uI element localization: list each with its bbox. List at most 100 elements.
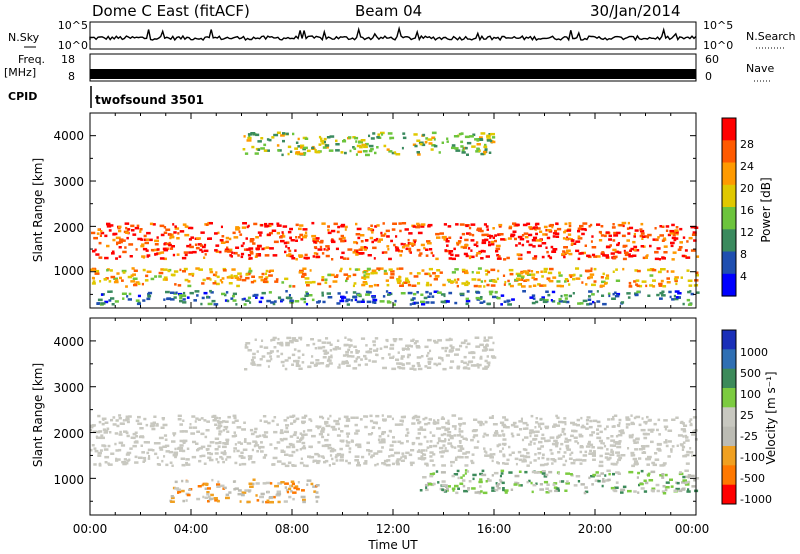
heatmap-cell: [288, 495, 292, 499]
heatmap-cell: [401, 146, 404, 150]
heatmap-cell: [464, 283, 469, 287]
heatmap-cell: [617, 223, 621, 227]
heatmap-cell: [325, 254, 330, 258]
heatmap-cell: [400, 415, 404, 419]
colorbar-swatch: [722, 484, 736, 505]
heatmap-cell: [448, 250, 454, 253]
heatmap-cell: [607, 478, 611, 482]
heatmap-cell: [347, 338, 352, 341]
heatmap-cell: [109, 431, 112, 434]
heatmap-cell: [319, 415, 323, 419]
heatmap-cell: [355, 140, 358, 143]
heatmap-cell: [391, 440, 397, 444]
heatmap-cell: [642, 256, 646, 260]
heatmap-cell: [239, 500, 242, 503]
heatmap-cell: [508, 445, 511, 449]
heatmap-cell: [328, 285, 332, 288]
heatmap-cell: [368, 285, 373, 288]
heatmap-cell: [328, 362, 333, 365]
heatmap-cell: [281, 281, 285, 284]
velocity-ytick-2000: 2000: [53, 427, 84, 441]
heatmap-cell: [454, 484, 459, 488]
heatmap-cell: [207, 452, 211, 455]
heatmap-cell: [466, 342, 471, 346]
heatmap-cell: [416, 450, 421, 453]
heatmap-cell: [169, 461, 173, 464]
heatmap-cell: [174, 487, 180, 490]
heatmap-cell: [575, 277, 581, 280]
heatmap-cell: [483, 145, 488, 149]
heatmap-cell: [425, 283, 430, 287]
heatmap-cell: [596, 436, 602, 440]
heatmap-cell: [233, 416, 237, 420]
heatmap-cell: [263, 346, 269, 349]
heatmap-cell: [622, 267, 625, 271]
heatmap-cell: [674, 290, 680, 293]
heatmap-cell: [182, 223, 187, 226]
heatmap-cell: [663, 441, 668, 444]
heatmap-cell: [124, 222, 130, 225]
heatmap-cell: [358, 443, 362, 446]
heatmap-cell: [596, 420, 601, 424]
heatmap-cell: [234, 252, 238, 255]
heatmap-cell: [295, 141, 299, 144]
heatmap-cell: [194, 243, 198, 246]
heatmap-cell: [216, 483, 221, 486]
heatmap-cell: [473, 446, 479, 449]
heatmap-cell: [442, 444, 446, 447]
heatmap-cell: [165, 278, 168, 281]
heatmap-cell: [456, 434, 461, 437]
heatmap-cell: [362, 281, 368, 284]
heatmap-cell: [541, 472, 546, 475]
heatmap-cell: [241, 278, 247, 282]
heatmap-cell: [479, 355, 483, 359]
heatmap-cell: [409, 367, 414, 370]
heatmap-cell: [288, 454, 294, 457]
heatmap-cell: [261, 339, 264, 342]
heatmap-cell: [289, 415, 295, 418]
heatmap-cell: [96, 436, 101, 439]
heatmap-cell: [537, 422, 540, 426]
heatmap-cell: [475, 150, 480, 153]
heatmap-cell: [649, 274, 654, 277]
heatmap-cell: [323, 248, 326, 251]
heatmap-cell: [103, 448, 109, 451]
heatmap-cell: [284, 367, 288, 371]
heatmap-cell: [553, 423, 557, 426]
heatmap-cell: [322, 146, 327, 149]
heatmap-cell: [633, 490, 637, 493]
heatmap-cell: [565, 472, 570, 475]
heatmap-cell: [561, 480, 565, 483]
heatmap-cell: [540, 298, 545, 301]
xtick-0000-start: 00:00: [73, 522, 108, 536]
heatmap-cell: [102, 428, 106, 431]
heatmap-cell: [459, 456, 464, 459]
heatmap-cell: [685, 453, 690, 457]
heatmap-cell: [153, 442, 158, 445]
heatmap-cell: [358, 248, 363, 251]
heatmap-cell: [401, 222, 407, 225]
heatmap-cell: [450, 280, 455, 283]
velocity-ylabel: Slant Range [km]: [31, 363, 45, 467]
heatmap-cell: [247, 136, 252, 140]
heatmap-cell: [435, 275, 440, 278]
heatmap-cell: [633, 245, 638, 249]
heatmap-cell: [287, 356, 291, 360]
heatmap-cell: [582, 299, 588, 303]
heatmap-cell: [450, 350, 453, 353]
heatmap-cell: [169, 235, 175, 239]
heatmap-cell: [395, 249, 400, 252]
heatmap-cell: [373, 301, 377, 304]
heatmap-cell: [391, 462, 395, 466]
heatmap-cell: [418, 141, 424, 144]
heatmap-cell: [390, 270, 395, 273]
heatmap-cell: [112, 233, 116, 236]
x-axis-label: Time UT: [367, 538, 418, 552]
heatmap-cell: [531, 490, 534, 494]
heatmap-cell: [401, 452, 405, 455]
heatmap-cell: [179, 268, 182, 272]
heatmap-cell: [464, 244, 469, 247]
heatmap-cell: [156, 252, 159, 255]
colorbar-swatch: [722, 388, 736, 408]
heatmap-cell: [267, 365, 270, 368]
